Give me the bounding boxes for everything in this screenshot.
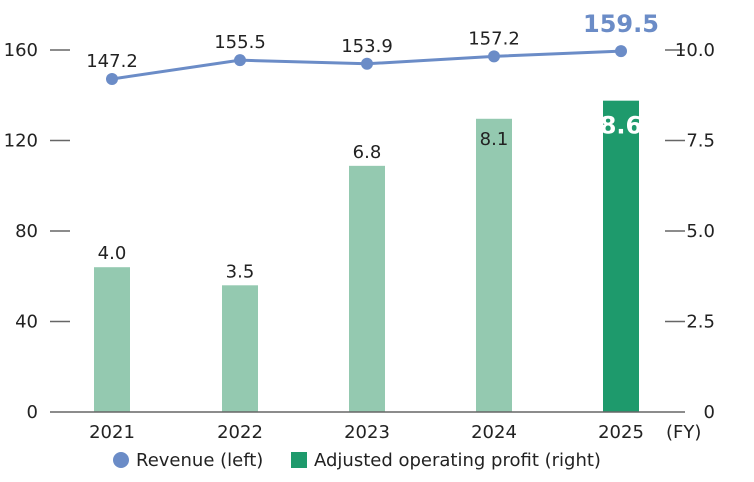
- bar-2023: [349, 165, 385, 412]
- x-tick-label: 2022: [217, 422, 263, 443]
- revenue-point-2025: [615, 45, 627, 58]
- left-tick-label: 80: [15, 221, 38, 242]
- bar-data-labels: 4.0 3.5 6.8 8.1 8.6: [98, 112, 643, 283]
- revenue-label: 153.9: [341, 36, 393, 57]
- bar-2024: [476, 118, 512, 412]
- bar-label: 6.8: [353, 142, 382, 163]
- legend-profit-marker: [291, 452, 307, 468]
- left-tick-label: 40: [15, 312, 38, 333]
- left-tick-label: 120: [4, 131, 38, 152]
- bar-label: 4.0: [98, 243, 127, 264]
- revenue-label: 155.5: [214, 32, 266, 53]
- bar-label: 8.1: [480, 129, 509, 150]
- right-tick-label: 7.5: [686, 131, 715, 152]
- bar-label: 8.6: [600, 112, 643, 140]
- bar-2022: [222, 285, 258, 412]
- revenue-label: 147.2: [86, 51, 138, 72]
- bar-2025: [603, 100, 639, 413]
- bar-2021: [94, 267, 130, 412]
- x-tick-label: 2025: [598, 422, 644, 443]
- x-tick-label: 2023: [344, 422, 390, 443]
- left-tick-label: 0: [27, 402, 38, 423]
- revenue-label: 157.2: [468, 28, 520, 49]
- left-tick-label: 160: [4, 40, 38, 61]
- revenue-point-2021: [106, 72, 118, 85]
- legend-revenue-marker: [113, 452, 129, 468]
- x-axis-unit: (FY): [666, 422, 701, 443]
- bar-series: [94, 100, 639, 413]
- x-tick-label: 2024: [471, 422, 517, 443]
- right-tick-label: 5.0: [686, 221, 715, 242]
- legend: Revenue (left) Adjusted operating profit …: [113, 450, 601, 471]
- left-axis: 0 40 80 120 160: [4, 40, 70, 423]
- legend-profit-label: Adjusted operating profit (right): [314, 450, 601, 471]
- right-tick-label: 2.5: [686, 312, 715, 333]
- revenue-label: 159.5: [583, 10, 659, 38]
- x-tick-label: 2021: [89, 422, 135, 443]
- line-points: [106, 45, 627, 85]
- right-axis: 0 2.5 5.0 7.5 10.0: [665, 40, 715, 423]
- bar-label: 3.5: [226, 261, 255, 282]
- right-tick-label: 0: [704, 402, 715, 423]
- legend-revenue-label: Revenue (left): [136, 450, 263, 471]
- revenue-point-2024: [488, 50, 500, 63]
- revenue-point-2022: [234, 54, 246, 67]
- line-data-labels: 147.2 155.5 153.9 157.2 159.5: [86, 10, 659, 72]
- right-tick-label: 10.0: [675, 40, 715, 61]
- x-axis: 2021 2022 2023 2024 2025: [89, 422, 644, 443]
- revenue-point-2023: [361, 57, 373, 70]
